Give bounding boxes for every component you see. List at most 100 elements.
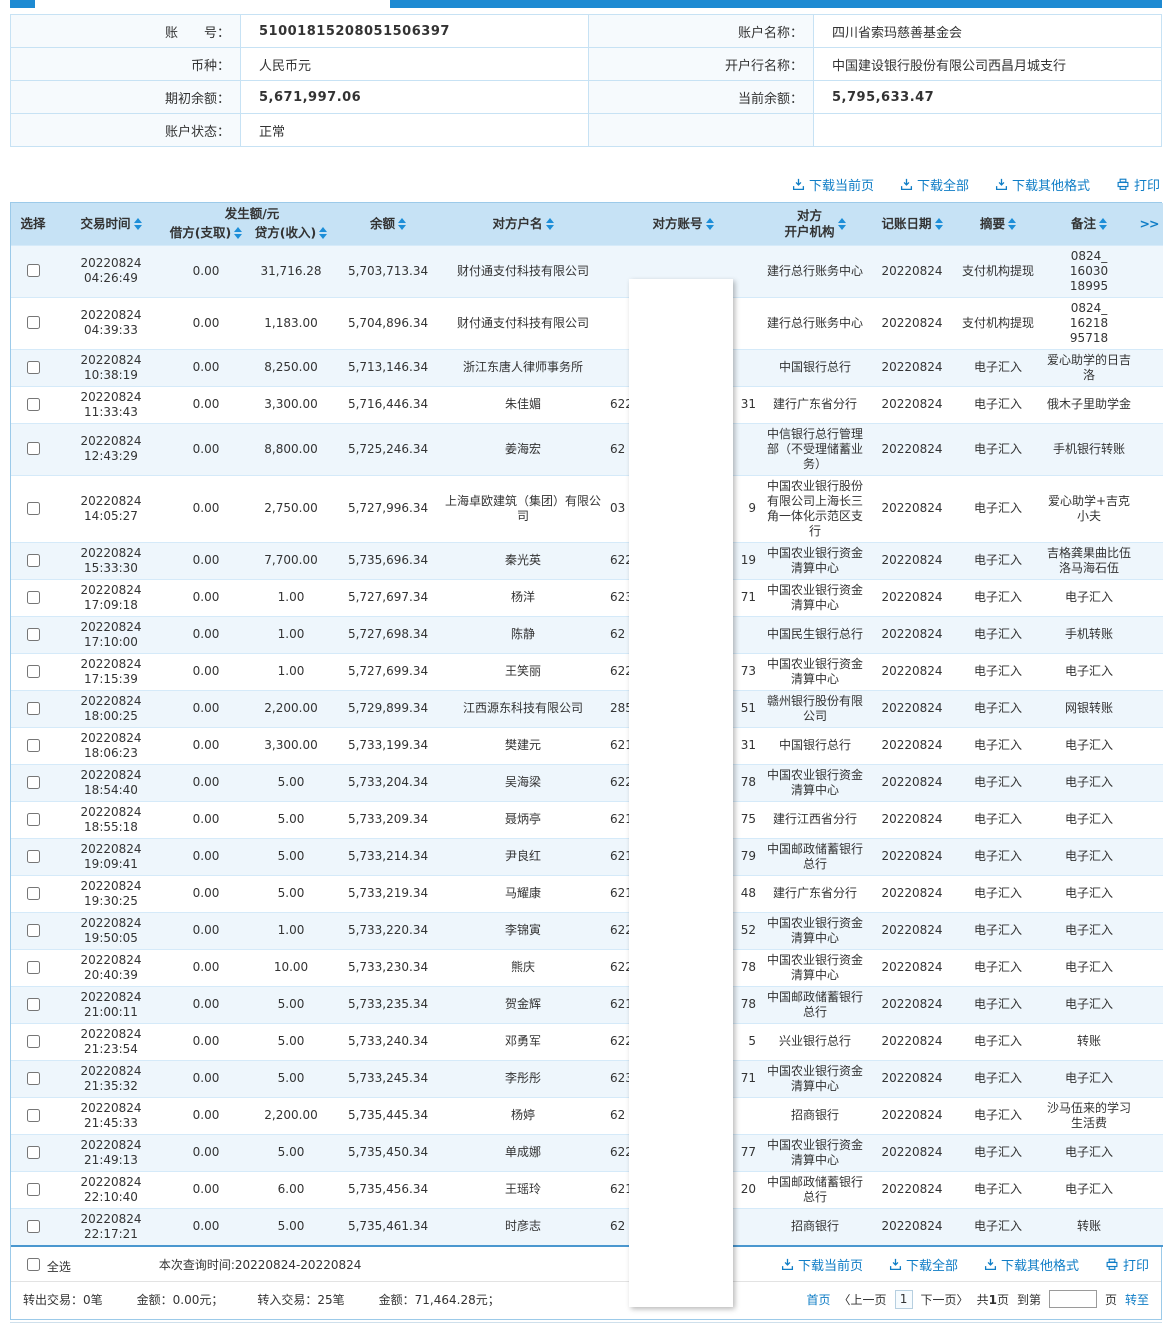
booking-date: 20220824 <box>871 985 954 1023</box>
transaction-time: 20220824 22:17:21 <box>55 1207 167 1246</box>
row-checkbox[interactable] <box>27 1219 40 1233</box>
empty-cell <box>588 113 814 147</box>
credit-amount: 10.00 <box>245 948 338 986</box>
download-other-format-link[interactable]: 下载其他格式 <box>995 175 1090 194</box>
row-checkbox[interactable] <box>27 1182 40 1196</box>
header-remark[interactable]: 备注 <box>1043 203 1136 245</box>
debit-amount: 0.00 <box>167 800 245 838</box>
row-checkbox[interactable] <box>27 360 40 374</box>
counterparty-bank: 中国农业银行资金清算中心 <box>759 948 872 986</box>
table-row: 20220824 19:09:41 0.00 5.00 5,733,214.34 尹良红… <box>11 837 1164 875</box>
row-checkbox[interactable] <box>27 1071 40 1085</box>
summary: 支付机构提现 <box>953 244 1044 297</box>
credit-amount: 5.00 <box>245 1022 338 1060</box>
header-credit[interactable]: 贷方(收入) <box>245 225 338 245</box>
balance: 5,735,696.34 <box>337 541 440 579</box>
sort-icon <box>1008 217 1017 230</box>
header-balance[interactable]: 余额 <box>337 203 440 245</box>
account-fragment-left: 621 <box>610 997 633 1011</box>
print-link[interactable]: 打印 <box>1105 1255 1149 1274</box>
header-counterparty-name[interactable]: 对方户名 <box>439 203 608 245</box>
header-debit[interactable]: 借方(支取) <box>167 225 245 245</box>
row-checkbox[interactable] <box>27 501 40 515</box>
download-all-link[interactable]: 下载全部 <box>900 175 969 194</box>
debit-amount: 0.00 <box>167 985 245 1023</box>
balance: 5,735,450.34 <box>337 1133 440 1171</box>
header-more-columns[interactable]: >> <box>1135 203 1164 245</box>
row-checkbox[interactable] <box>27 960 40 974</box>
row-checkbox[interactable] <box>27 553 40 567</box>
header-summary[interactable]: 摘要 <box>953 203 1044 245</box>
row-checkbox[interactable] <box>27 886 40 900</box>
row-checkbox[interactable] <box>27 316 40 329</box>
row-checkbox[interactable] <box>27 738 40 752</box>
row-checkbox[interactable] <box>27 701 40 715</box>
row-checkbox[interactable] <box>27 997 40 1011</box>
print-link[interactable]: 打印 <box>1116 175 1160 194</box>
transaction-time: 20220824 17:15:39 <box>55 652 167 690</box>
header-counterparty-bank[interactable]: 对方 开户机构 <box>759 203 872 245</box>
transaction-time: 20220824 18:00:25 <box>55 689 167 727</box>
remark: 电子汇入 <box>1043 726 1136 764</box>
row-checkbox[interactable] <box>27 397 40 411</box>
summary: 电子汇入 <box>953 1096 1044 1134</box>
row-checkbox[interactable] <box>27 1145 40 1159</box>
row-checkbox[interactable] <box>27 442 40 455</box>
row-select-cell <box>11 763 55 801</box>
transaction-time: 20220824 18:54:40 <box>55 763 167 801</box>
download-other-format-link[interactable]: 下载其他格式 <box>984 1255 1079 1274</box>
header-transaction-time[interactable]: 交易时间 <box>55 203 167 245</box>
tab-stub[interactable] <box>10 0 35 8</box>
counterparty-bank: 建行总行账务中心 <box>759 244 872 297</box>
first-page-link[interactable]: 首页 <box>806 1292 831 1307</box>
more-cell <box>1135 578 1164 616</box>
account-fragment-right: 52 <box>740 923 757 937</box>
current-page-number[interactable]: 1 <box>894 1289 913 1309</box>
select-all-checkbox[interactable] <box>27 1257 40 1271</box>
download-all-link[interactable]: 下载全部 <box>889 1255 958 1274</box>
prev-page-link[interactable]: 〈上一页 <box>838 1292 887 1307</box>
currency-label: 币种： <box>10 47 241 81</box>
row-checkbox[interactable] <box>27 590 40 604</box>
goto-page-input[interactable] <box>1048 1290 1097 1308</box>
remark: 电子汇入 <box>1043 1170 1136 1208</box>
counterparty-name: 李彤彤 <box>439 1059 608 1097</box>
counterparty-bank: 建行广东省分行 <box>759 385 872 423</box>
row-select-cell <box>11 1170 55 1208</box>
header-booking-date[interactable]: 记账日期 <box>871 203 954 245</box>
table-row: 20220824 14:05:27 0.00 2,750.00 5,727,996.3… <box>11 474 1164 542</box>
row-checkbox[interactable] <box>27 923 40 937</box>
row-checkbox[interactable] <box>27 1108 40 1122</box>
next-page-link[interactable]: 下一页〉 <box>920 1292 969 1307</box>
header-counterparty-account[interactable]: 对方账号 <box>607 203 760 245</box>
download-current-page-link[interactable]: 下载当前页 <box>792 175 874 194</box>
credit-amount: 1.00 <box>245 911 338 949</box>
debit-amount: 0.00 <box>167 348 245 386</box>
row-checkbox[interactable] <box>27 812 40 826</box>
more-cell <box>1135 348 1164 386</box>
balance: 5,735,461.34 <box>337 1207 440 1246</box>
debit-amount: 0.00 <box>167 615 245 653</box>
goto-button[interactable]: 转至 <box>1124 1292 1149 1307</box>
select-all[interactable]: 全选 <box>23 1255 71 1275</box>
row-select-cell <box>11 578 55 616</box>
sort-icon <box>1099 217 1108 230</box>
row-checkbox[interactable] <box>27 264 40 277</box>
debit-amount: 0.00 <box>167 541 245 579</box>
booking-date: 20220824 <box>871 1133 954 1171</box>
more-cell <box>1135 1096 1164 1134</box>
row-checkbox[interactable] <box>27 1034 40 1048</box>
row-checkbox[interactable] <box>27 664 40 678</box>
account-fragment-right: 75 <box>740 812 757 826</box>
download-current-page-link[interactable]: 下载当前页 <box>781 1255 863 1274</box>
row-checkbox[interactable] <box>27 775 40 789</box>
counterparty-name: 单成娜 <box>439 1133 608 1171</box>
row-checkbox[interactable] <box>27 627 40 641</box>
counterparty-name: 江西源东科技有限公司 <box>439 689 608 727</box>
counterparty-bank: 中国农业银行资金清算中心 <box>759 541 872 579</box>
booking-date: 20220824 <box>871 474 954 542</box>
row-checkbox[interactable] <box>27 849 40 863</box>
counterparty-bank: 建行总行账务中心 <box>759 296 872 349</box>
counterparty-bank: 中国邮政储蓄银行总行 <box>759 837 872 875</box>
remark: 电子汇入 <box>1043 874 1136 912</box>
